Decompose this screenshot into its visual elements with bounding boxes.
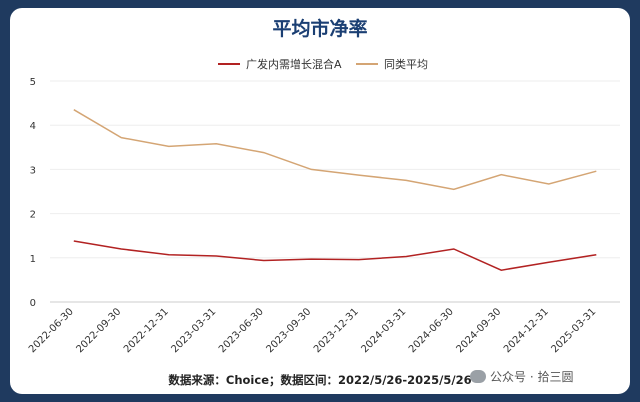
y-tick-label: 0 (30, 298, 36, 309)
x-tick-label: 2023-12-31 (312, 306, 361, 355)
y-tick-label: 3 (30, 165, 36, 176)
y-tick-label: 1 (30, 254, 36, 265)
x-tick-label: 2024-03-31 (359, 306, 408, 355)
series-line-1 (73, 109, 597, 191)
series-line-0 (73, 240, 597, 271)
y-tick-label: 2 (30, 210, 36, 221)
y-tick-label: 4 (30, 121, 36, 132)
x-tick-label: 2023-06-30 (217, 306, 266, 355)
x-tick-label: 2024-09-30 (454, 306, 503, 355)
wechat-icon (470, 370, 486, 383)
legend-label: 同类平均 (384, 57, 428, 71)
y-tick-label: 5 (30, 77, 36, 88)
data-source-note: 数据来源：Choice；数据区间：2022/5/26-2025/5/26 (168, 373, 472, 387)
x-tick-label: 2022-09-30 (74, 306, 123, 355)
x-tick-label: 2022-06-30 (27, 306, 76, 355)
chart-card (10, 8, 630, 394)
legend-label: 广发内需增长混合A (246, 57, 342, 71)
x-tick-label: 2023-09-30 (264, 306, 313, 355)
watermark-text: 公众号 · 拾三圆 (490, 370, 574, 384)
x-tick-label: 2022-12-31 (122, 306, 171, 355)
x-tick-label: 2023-03-31 (169, 306, 218, 355)
chart-title: 平均市净率 (272, 18, 368, 40)
watermark: 公众号 · 拾三圆 (470, 368, 573, 385)
x-tick-label: 2025-03-31 (549, 306, 598, 355)
x-tick-label: 2024-12-31 (502, 306, 551, 355)
x-tick-label: 2024-06-30 (407, 306, 456, 355)
